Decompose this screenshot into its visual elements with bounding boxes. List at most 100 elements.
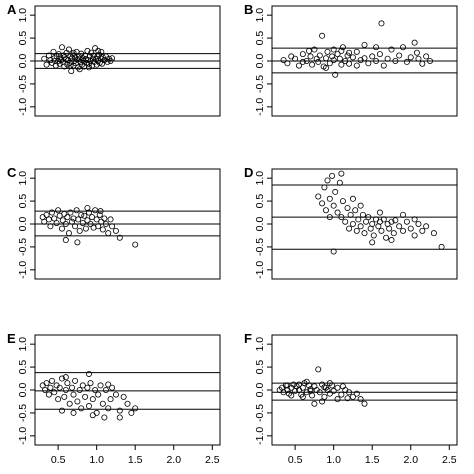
data-point — [72, 223, 79, 230]
data-point — [48, 209, 55, 216]
panel-label: F — [244, 331, 252, 346]
data-point — [132, 241, 139, 248]
data-point — [89, 55, 96, 62]
data-point — [329, 53, 336, 60]
data-point — [102, 220, 109, 227]
data-point — [104, 58, 111, 65]
data-point — [67, 209, 74, 216]
data-point — [321, 384, 328, 391]
data-point — [105, 381, 112, 388]
data-point — [386, 225, 393, 232]
data-point — [84, 384, 91, 391]
data-point — [370, 232, 377, 239]
data-point — [330, 248, 337, 255]
data-point — [81, 212, 88, 219]
panel-label: D — [244, 165, 253, 180]
data-point — [95, 47, 102, 54]
data-point — [392, 58, 399, 65]
data-point — [353, 390, 360, 397]
data-point — [388, 218, 395, 225]
data-point — [332, 71, 339, 78]
data-point — [332, 188, 339, 195]
data-point — [326, 214, 333, 221]
data-point — [334, 209, 341, 216]
data-point — [107, 396, 114, 403]
data-point — [315, 58, 322, 65]
data-point — [280, 57, 287, 64]
data-point — [109, 223, 116, 230]
data-point — [357, 396, 364, 403]
data-point — [329, 172, 336, 179]
x-tick-label: 1.5 — [365, 454, 380, 466]
data-point — [69, 384, 76, 391]
data-point — [319, 200, 326, 207]
data-point — [430, 230, 437, 237]
data-point — [316, 52, 323, 59]
data-point — [419, 60, 426, 67]
data-point — [349, 195, 356, 202]
data-point — [76, 227, 83, 234]
data-point — [330, 387, 337, 394]
y-tick-label: 0.0 — [254, 54, 266, 69]
data-point — [105, 405, 112, 412]
data-point — [309, 61, 316, 68]
data-point — [319, 32, 326, 39]
data-point — [70, 49, 77, 56]
data-point — [344, 395, 351, 402]
x-tick-label: 1.0 — [89, 454, 104, 466]
data-point — [84, 47, 91, 54]
x-tick-label: 0.5 — [288, 454, 303, 466]
data-point — [70, 391, 77, 398]
data-point — [299, 51, 306, 58]
data-point — [58, 225, 65, 232]
data-point — [303, 58, 310, 65]
data-point — [411, 232, 418, 239]
data-point — [50, 48, 57, 55]
y-tick-label: -1.0 — [17, 98, 29, 116]
data-point — [316, 389, 323, 396]
data-point — [347, 211, 354, 218]
data-point — [76, 386, 83, 393]
data-point — [48, 59, 55, 66]
data-point — [45, 391, 52, 398]
data-point — [99, 226, 106, 233]
data-point — [43, 61, 50, 68]
panel-label: A — [7, 2, 17, 17]
data-point — [284, 60, 291, 67]
data-point — [369, 239, 376, 246]
panel-b: B -1.0 -0.5 0.0 0.5 1.0 — [244, 2, 458, 117]
data-point — [407, 54, 414, 61]
data-point — [305, 47, 312, 54]
data-point — [101, 414, 108, 421]
data-point — [346, 49, 353, 56]
data-point — [51, 389, 58, 396]
data-point — [338, 391, 345, 398]
data-point — [75, 216, 82, 223]
data-point — [95, 391, 102, 398]
data-point — [400, 227, 407, 234]
data-point — [92, 386, 99, 393]
data-point — [79, 382, 86, 389]
data-point — [112, 227, 119, 234]
data-point — [67, 62, 74, 69]
data-point — [82, 225, 89, 232]
data-point — [415, 220, 422, 227]
data-point — [359, 211, 366, 218]
data-point — [284, 382, 291, 389]
data-point — [324, 177, 331, 184]
data-point — [74, 239, 81, 246]
data-point — [388, 46, 395, 53]
data-point — [97, 208, 104, 215]
data-point — [43, 380, 50, 387]
data-point — [66, 400, 73, 407]
plot-frame — [271, 334, 458, 446]
data-point — [56, 60, 63, 67]
x-tick-label: 2.0 — [403, 454, 418, 466]
data-point — [41, 55, 48, 62]
data-point — [311, 400, 318, 407]
y-tick-label: 0.0 — [17, 54, 29, 69]
data-point — [322, 55, 329, 62]
data-point — [99, 400, 106, 407]
data-point — [330, 57, 337, 64]
data-point — [349, 220, 356, 227]
